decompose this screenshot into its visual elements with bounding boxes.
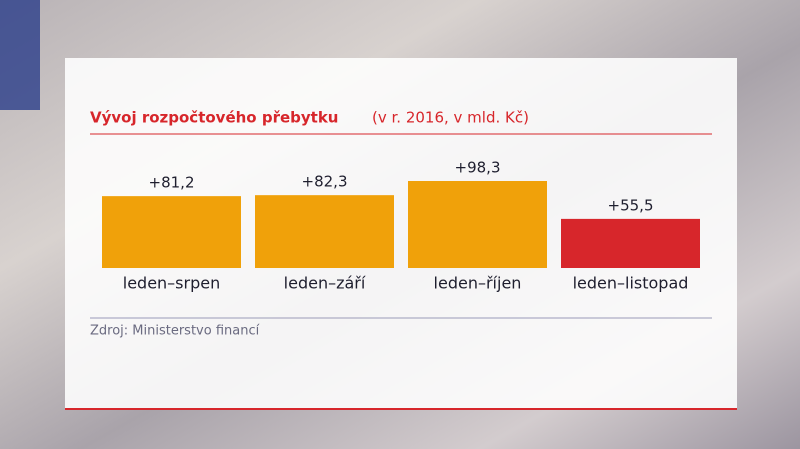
background-object bbox=[0, 0, 40, 110]
chart-title: Vývoj rozpočtového přebytku bbox=[90, 109, 338, 127]
value-label: +98,3 bbox=[455, 159, 501, 177]
value-label: +55,5 bbox=[608, 196, 654, 214]
chart-subtitle: (v r. 2016, v mld. Kč) bbox=[372, 109, 529, 127]
source: Zdroj: Ministerstvo financí bbox=[90, 324, 260, 339]
bar bbox=[102, 196, 241, 268]
x-tick-label: leden–říjen bbox=[434, 274, 522, 293]
bar bbox=[255, 195, 394, 268]
value-label: +81,2 bbox=[149, 174, 195, 192]
value-label: +82,3 bbox=[302, 173, 348, 191]
x-tick-label: leden–listopad bbox=[573, 274, 689, 293]
x-tick-label: leden–září bbox=[284, 274, 366, 293]
x-tick-label: leden–srpen bbox=[123, 274, 220, 293]
bar bbox=[408, 181, 547, 268]
bar bbox=[561, 218, 700, 268]
